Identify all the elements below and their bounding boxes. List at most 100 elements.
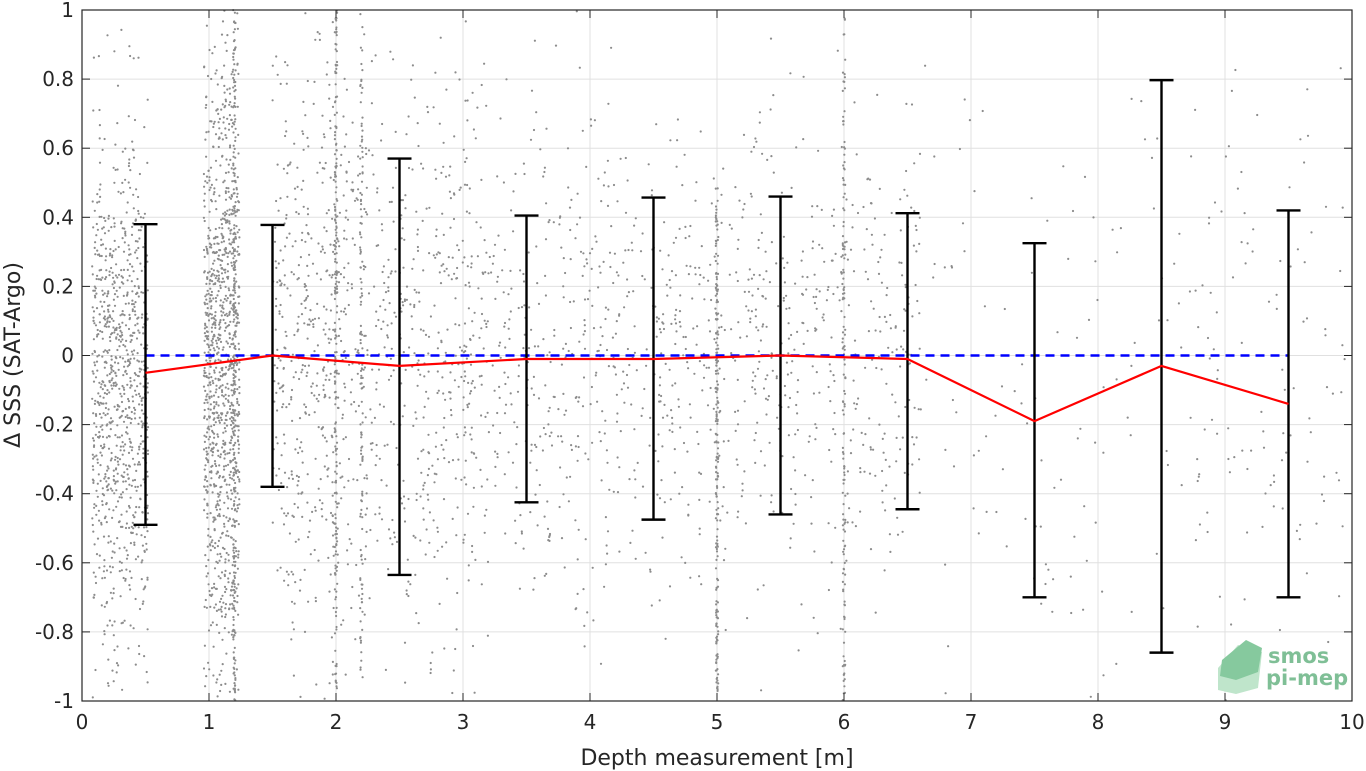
scatter-point — [366, 213, 369, 216]
scatter-point — [354, 348, 357, 351]
scatter-point — [335, 662, 338, 666]
scatter-point — [118, 323, 121, 326]
scatter-point — [208, 589, 211, 593]
scatter-point — [709, 428, 712, 431]
scatter-point — [291, 477, 294, 480]
scatter-point — [223, 468, 226, 471]
scatter-point — [407, 580, 410, 583]
scatter-point — [115, 336, 118, 339]
scatter-point — [333, 380, 337, 383]
scatter-point — [217, 377, 220, 381]
scatter-point — [870, 300, 873, 303]
scatter-point — [720, 221, 723, 224]
scatter-point — [716, 330, 719, 333]
scatter-point — [407, 115, 410, 118]
scatter-point — [944, 692, 947, 695]
scatter-point — [228, 213, 231, 216]
scatter-point — [102, 535, 106, 538]
scatter-point — [131, 395, 134, 398]
scatter-point — [376, 187, 379, 190]
scatter-point — [434, 445, 437, 448]
scatter-point — [591, 566, 594, 569]
scatter-point — [132, 270, 135, 273]
scatter-point — [94, 324, 98, 327]
scatter-point — [303, 630, 307, 634]
scatter-point — [106, 295, 109, 298]
scatter-point — [516, 390, 520, 393]
scatter-point — [649, 568, 652, 571]
scatter-point — [222, 514, 225, 517]
scatter-point — [280, 282, 283, 285]
scatter-point — [749, 317, 752, 320]
scatter-point — [542, 426, 546, 430]
scatter-point — [334, 598, 337, 601]
scatter-point — [119, 329, 122, 332]
scatter-point — [233, 123, 236, 126]
scatter-point — [325, 454, 328, 457]
scatter-point — [227, 171, 230, 174]
scatter-point — [845, 559, 848, 562]
scatter-point — [94, 581, 98, 585]
scatter-point — [389, 357, 392, 360]
scatter-point — [92, 468, 95, 471]
scatter-point — [334, 260, 337, 263]
scatter-point — [105, 392, 109, 396]
scatter-point — [220, 241, 223, 244]
scatter-point — [304, 306, 307, 310]
scatter-point — [115, 662, 119, 665]
scatter-point — [361, 26, 364, 29]
scatter-point — [806, 329, 809, 332]
scatter-point — [867, 330, 871, 333]
scatter-point — [224, 41, 227, 44]
scatter-point — [277, 262, 280, 265]
scatter-point — [762, 387, 766, 390]
scatter-point — [211, 454, 214, 457]
scatter-point — [236, 469, 239, 472]
scatter-point — [438, 271, 441, 274]
scatter-point — [230, 228, 233, 231]
scatter-point — [129, 362, 132, 365]
scatter-point — [419, 539, 422, 542]
scatter-point — [887, 346, 890, 349]
scatter-point — [509, 310, 512, 313]
scatter-point — [1083, 505, 1086, 508]
scatter-point — [212, 122, 215, 125]
scatter-point — [802, 75, 805, 78]
scatter-point — [205, 131, 208, 134]
scatter-point — [458, 188, 461, 191]
scatter-point — [1337, 479, 1341, 482]
scatter-point — [122, 386, 125, 389]
scatter-point — [536, 282, 539, 285]
scatter-point — [903, 471, 906, 474]
scatter-point — [205, 24, 208, 27]
scatter-point — [203, 509, 206, 512]
scatter-point — [827, 522, 830, 525]
scatter-point — [669, 286, 672, 289]
scatter-point — [585, 258, 588, 261]
scatter-point — [695, 343, 698, 346]
scatter-point — [331, 514, 334, 518]
scatter-point — [1089, 695, 1092, 698]
scatter-point — [233, 524, 236, 527]
scatter-point — [206, 302, 209, 305]
scatter-point — [658, 393, 661, 396]
scatter-point — [203, 375, 206, 378]
scatter-point — [296, 506, 300, 509]
scatter-point — [291, 621, 294, 624]
scatter-point — [1115, 378, 1118, 381]
scatter-point — [420, 162, 423, 165]
scatter-point — [115, 671, 118, 674]
scatter-point — [228, 103, 231, 106]
scatter-point — [616, 456, 619, 459]
scatter-point — [225, 516, 228, 519]
scatter-point — [101, 305, 104, 308]
scatter-point — [229, 358, 232, 361]
scatter-point — [233, 634, 236, 637]
scatter-point — [983, 305, 987, 308]
scatter-point — [560, 246, 563, 249]
scatter-point — [484, 271, 487, 274]
scatter-point — [118, 286, 121, 289]
scatter-point — [234, 684, 237, 687]
scatter-point — [716, 528, 719, 531]
